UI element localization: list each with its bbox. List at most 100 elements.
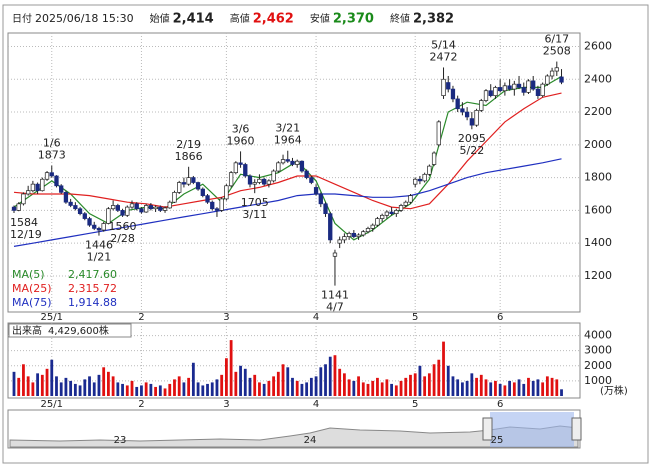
header-value: 2025/06/18 15:30 <box>35 12 134 25</box>
volume-bar <box>338 368 342 396</box>
legend-value: 2,417.60 <box>68 268 117 281</box>
candle-body <box>271 170 276 182</box>
candle-body <box>266 180 272 185</box>
volume-bar <box>64 377 68 396</box>
volume-bar <box>163 388 167 396</box>
volume-bar <box>404 377 408 396</box>
candle-body <box>125 206 130 216</box>
volume-bar <box>295 380 299 396</box>
header-label: 終値 <box>390 12 410 25</box>
volume-bar <box>135 386 139 396</box>
volume-bar <box>475 377 478 396</box>
candle-body <box>318 193 323 205</box>
candle-body <box>332 252 338 257</box>
volume-bar <box>300 383 304 396</box>
volume-bar <box>168 383 172 396</box>
volume-bar <box>97 374 101 396</box>
volume-bar <box>130 380 134 396</box>
navigator-handle[interactable] <box>482 417 493 441</box>
header-label: 高値 <box>230 12 250 25</box>
annotation-date: 3/21 <box>275 122 300 135</box>
candle-body <box>554 67 559 72</box>
annotation-date: 2/19 <box>176 138 201 151</box>
candle-body <box>304 170 309 178</box>
annotation-date: 2/28 <box>110 232 135 245</box>
volume-bar <box>309 377 313 396</box>
volume-bar <box>385 379 389 396</box>
annotation-price: 2472 <box>430 50 458 63</box>
legend-value: 2,315.72 <box>68 282 117 295</box>
candle-body <box>63 191 69 203</box>
candle-body <box>177 182 182 193</box>
x-tick-label: 2 <box>138 399 144 410</box>
volume-bar <box>333 355 337 396</box>
volume-bar <box>187 377 191 396</box>
candle-body <box>474 110 479 126</box>
volume-bar <box>243 368 247 396</box>
candle-body <box>87 218 92 226</box>
volume-bar <box>31 382 35 396</box>
volume-bar <box>446 365 450 396</box>
legend-name: MA(75) <box>12 296 52 309</box>
volume-bar <box>427 373 431 396</box>
navigator-label: 23 <box>114 435 127 446</box>
candle-body <box>210 201 215 210</box>
price-panel <box>7 32 581 313</box>
candle-body <box>16 203 21 211</box>
volume-bar <box>158 385 162 396</box>
volume-bar <box>173 379 176 396</box>
volume-bar <box>545 376 549 396</box>
candle-body <box>361 231 366 236</box>
volume-bar <box>437 359 441 396</box>
candle-body <box>162 207 168 211</box>
candle-body <box>535 88 541 96</box>
candle-body <box>295 160 300 165</box>
volume-bar <box>177 376 181 396</box>
volume-bar <box>470 373 474 396</box>
candle-body <box>285 159 290 162</box>
x-tick-label: 2 <box>138 312 144 323</box>
candle-body <box>516 83 522 88</box>
volume-bar <box>442 341 445 396</box>
x-tick-label: 25/1 <box>41 312 63 323</box>
volume-bar <box>555 379 559 396</box>
annotation-price: 1873 <box>38 149 66 162</box>
navigator-handle[interactable] <box>571 417 582 441</box>
candle-body <box>68 201 73 206</box>
candle-body <box>144 205 149 213</box>
candle-body <box>479 100 484 111</box>
volume-bar <box>465 380 469 396</box>
candle-body <box>323 203 328 215</box>
volume-bar <box>262 383 266 396</box>
volume-bar <box>286 367 290 396</box>
volume-bar <box>536 379 540 396</box>
candle-body <box>337 239 342 244</box>
volume-bar <box>239 365 242 396</box>
volume-bar <box>69 380 73 396</box>
volume-bar <box>272 376 275 396</box>
candle-body <box>219 198 224 211</box>
annotation-date: 1/21 <box>87 251 112 264</box>
candle-body <box>205 195 210 203</box>
volume-bar <box>191 362 195 396</box>
volume-bar <box>36 373 39 396</box>
volume-bar <box>484 379 488 396</box>
candle-body <box>148 205 154 210</box>
legend-name: MA(5) <box>12 268 45 281</box>
volume-bar <box>59 382 63 396</box>
header-label: 安値 <box>310 12 330 25</box>
volume-bar <box>531 380 535 396</box>
candle-body <box>540 83 545 96</box>
volume-bar <box>560 389 563 396</box>
x-tick-label: 6 <box>497 399 503 410</box>
x-tick-label: 25/1 <box>41 399 63 410</box>
candle-body <box>446 82 451 90</box>
navigator-selection[interactable] <box>490 412 574 447</box>
candle-body <box>280 159 286 164</box>
candle-body <box>262 178 267 185</box>
annotation-price: 2508 <box>543 45 571 58</box>
volume-bar <box>380 382 384 396</box>
x-tick-label: 3 <box>223 399 229 410</box>
x-tick-label: 4 <box>313 312 319 323</box>
